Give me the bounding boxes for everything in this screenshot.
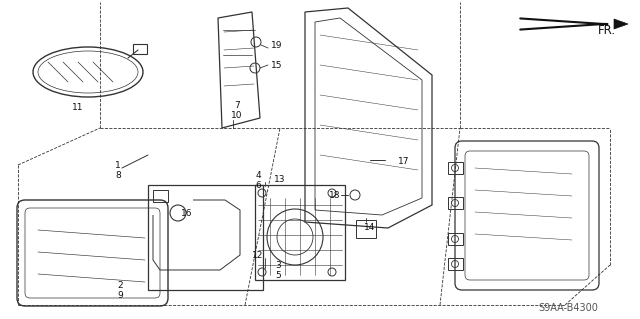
Bar: [356, 220, 376, 238]
Text: 13: 13: [275, 175, 285, 184]
Text: 12: 12: [252, 251, 264, 261]
Text: 2: 2: [117, 281, 123, 291]
Text: 4: 4: [255, 172, 261, 181]
Bar: [448, 258, 463, 270]
Bar: [153, 190, 168, 202]
Text: 19: 19: [271, 41, 283, 49]
Text: 14: 14: [364, 224, 376, 233]
Text: 8: 8: [115, 170, 121, 180]
Text: 3: 3: [275, 262, 281, 271]
Text: 7: 7: [234, 100, 240, 109]
Text: 10: 10: [231, 110, 243, 120]
Bar: [133, 44, 147, 54]
Bar: [448, 162, 463, 174]
Text: 9: 9: [117, 292, 123, 300]
Text: 17: 17: [398, 158, 410, 167]
Text: 6: 6: [255, 182, 261, 190]
Text: 5: 5: [275, 271, 281, 280]
Bar: [448, 197, 463, 209]
Text: 1: 1: [115, 160, 121, 169]
Polygon shape: [614, 19, 628, 29]
Text: 18: 18: [329, 190, 340, 199]
Text: FR.: FR.: [598, 25, 616, 38]
Bar: [448, 233, 463, 245]
Text: 15: 15: [271, 61, 283, 70]
Text: 16: 16: [181, 209, 193, 218]
Bar: [255, 185, 345, 280]
Text: 11: 11: [72, 103, 84, 113]
Bar: [148, 185, 263, 290]
Text: S9AA-B4300: S9AA-B4300: [538, 303, 598, 313]
